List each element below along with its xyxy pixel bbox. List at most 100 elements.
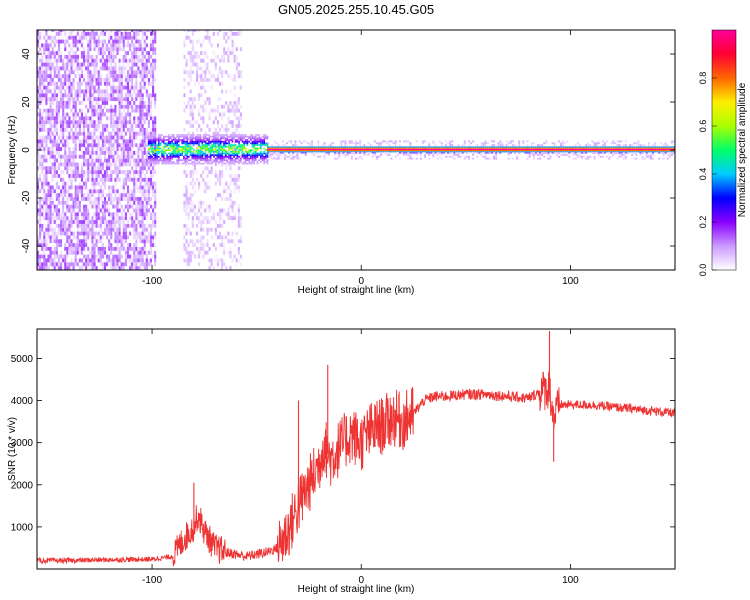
heatmap-cell bbox=[114, 266, 117, 270]
heatmap-cell bbox=[95, 112, 98, 117]
heatmap-cell bbox=[457, 146, 460, 148]
heatmap-cell bbox=[166, 154, 168, 156]
heatmap-cell bbox=[243, 137, 245, 140]
heatmap-cell bbox=[231, 120, 234, 125]
heatmap-cell bbox=[93, 62, 96, 67]
heatmap-cell bbox=[484, 148, 487, 150]
heatmap-cell bbox=[37, 31, 40, 36]
heatmap-cell bbox=[64, 104, 67, 109]
heatmap-cell bbox=[219, 161, 222, 163]
heatmap-cell bbox=[202, 108, 205, 113]
heatmap-cell bbox=[179, 134, 182, 136]
heatmap-cell bbox=[254, 154, 257, 156]
heatmap-cell bbox=[87, 139, 90, 144]
heatmap-cell bbox=[147, 58, 150, 63]
heatmap-cell bbox=[189, 142, 192, 145]
heatmap-cell bbox=[288, 151, 291, 153]
heatmap-cell bbox=[204, 243, 207, 247]
heatmap-cell bbox=[64, 127, 67, 132]
heatmap-cell bbox=[233, 243, 236, 247]
heatmap-cell bbox=[194, 157, 197, 160]
heatmap-cell bbox=[110, 258, 113, 263]
heatmap-cell bbox=[243, 142, 245, 145]
heatmap-cell bbox=[49, 193, 52, 198]
heatmap-cell bbox=[199, 152, 202, 155]
heatmap-cell bbox=[229, 134, 232, 136]
heatmap-cell bbox=[509, 150, 512, 152]
heatmap-cell bbox=[325, 152, 328, 154]
heatmap-cell bbox=[478, 146, 481, 148]
heatmap-cell bbox=[99, 131, 102, 136]
heatmap-cell bbox=[292, 152, 295, 154]
heatmap-cell bbox=[145, 135, 148, 140]
heatmap-cell bbox=[176, 134, 178, 136]
heatmap-cell bbox=[124, 116, 127, 121]
heatmap-cell bbox=[78, 243, 81, 247]
heatmap-cell bbox=[139, 85, 142, 90]
heatmap-cell bbox=[239, 235, 242, 240]
heatmap-cell bbox=[428, 151, 431, 153]
heatmap-cell bbox=[101, 108, 104, 113]
heatmap-cell bbox=[87, 135, 90, 140]
heatmap-cell bbox=[235, 174, 238, 178]
heatmap-cell bbox=[118, 170, 121, 174]
heatmap-cell bbox=[229, 30, 232, 32]
heatmap-cell bbox=[114, 124, 117, 128]
heatmap-cell bbox=[238, 162, 240, 165]
heatmap-cell bbox=[147, 78, 150, 82]
heatmap-cell bbox=[235, 101, 238, 105]
heatmap-cell bbox=[204, 54, 207, 59]
heatmap-cell bbox=[147, 156, 150, 158]
heatmap-cell bbox=[72, 204, 75, 209]
heatmap-cell bbox=[101, 62, 104, 67]
heatmap-cell bbox=[486, 147, 489, 149]
heatmap-cell bbox=[43, 70, 46, 75]
heatmap-cell bbox=[139, 246, 142, 251]
heatmap-cell bbox=[124, 81, 127, 86]
heatmap-cell bbox=[409, 148, 412, 150]
heatmap-cell bbox=[72, 62, 75, 67]
heatmap-cell bbox=[211, 149, 214, 151]
heatmap-cell bbox=[93, 197, 96, 201]
heatmap-cell bbox=[126, 74, 130, 78]
heatmap-cell bbox=[103, 266, 107, 270]
heatmap-cell bbox=[129, 139, 132, 144]
heatmap-cell bbox=[348, 151, 351, 153]
heatmap-cell bbox=[195, 62, 199, 67]
heatmap-cell bbox=[45, 266, 48, 270]
heatmap-cell bbox=[455, 148, 458, 150]
heatmap-cell bbox=[204, 131, 207, 136]
heatmap-cell bbox=[57, 200, 61, 205]
heatmap-cell bbox=[151, 161, 153, 163]
heatmap-cell bbox=[265, 149, 267, 151]
heatmap-cell bbox=[89, 131, 92, 136]
heatmap-cell bbox=[116, 231, 119, 236]
heatmap-cell bbox=[93, 85, 96, 90]
heatmap-cell bbox=[133, 85, 136, 90]
heatmap-cell bbox=[131, 150, 134, 155]
heatmap-cell bbox=[202, 246, 205, 251]
heatmap-cell bbox=[133, 235, 136, 240]
heatmap-cell bbox=[149, 131, 153, 136]
heatmap-cell bbox=[267, 148, 270, 150]
heatmap-cell bbox=[233, 162, 235, 165]
heatmap-cell bbox=[152, 239, 155, 244]
heatmap-cell bbox=[118, 266, 121, 270]
heatmap-cell bbox=[60, 147, 63, 151]
heatmap-cell bbox=[181, 142, 184, 145]
heatmap-cell bbox=[110, 30, 113, 32]
heatmap-cell bbox=[60, 223, 63, 228]
heatmap-cell bbox=[143, 166, 146, 171]
heatmap-cell bbox=[167, 159, 170, 162]
heatmap-cell bbox=[64, 39, 67, 44]
heatmap-cell bbox=[133, 223, 136, 228]
heatmap-cell bbox=[45, 193, 48, 198]
heatmap-cell bbox=[74, 243, 77, 247]
heatmap-cell bbox=[114, 139, 117, 144]
heatmap-cell bbox=[526, 147, 529, 149]
heatmap-cell bbox=[68, 78, 71, 82]
heatmap-cell bbox=[281, 148, 284, 150]
heatmap-cell bbox=[114, 258, 117, 263]
heatmap-cell bbox=[139, 177, 142, 182]
heatmap-cell bbox=[99, 246, 102, 251]
